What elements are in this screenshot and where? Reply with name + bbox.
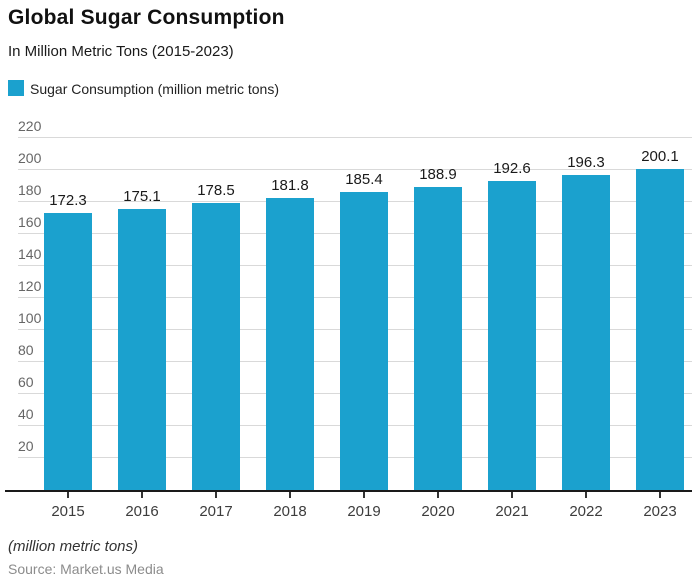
bar[interactable] <box>266 198 314 490</box>
y-axis-tick-label: 20 <box>18 438 34 454</box>
y-axis-tick-label: 40 <box>18 406 34 422</box>
x-axis-tick-label: 2018 <box>273 503 307 520</box>
legend-label: Sugar Consumption (million metric tons) <box>30 81 279 97</box>
x-axis-tick-label: 2016 <box>125 503 159 520</box>
chart-subtitle: In Million Metric Tons (2015-2023) <box>8 43 234 60</box>
bar[interactable] <box>192 203 240 490</box>
y-axis-tick-label: 100 <box>18 310 42 326</box>
bar[interactable] <box>118 208 166 490</box>
bar-value-label: 181.8 <box>271 177 309 195</box>
bar[interactable] <box>44 213 92 490</box>
bar[interactable] <box>562 174 610 490</box>
bar-value-label: 185.4 <box>345 171 383 189</box>
x-axis-tick <box>141 492 143 498</box>
bar-value-label: 172.3 <box>49 192 87 210</box>
x-axis-tick-label: 2015 <box>51 503 85 520</box>
x-axis-tick <box>511 492 513 498</box>
x-axis-tick <box>215 492 217 498</box>
gridline <box>18 169 692 170</box>
y-axis-tick-label: 140 <box>18 246 42 262</box>
y-axis-tick-label: 200 <box>18 150 42 166</box>
y-axis-tick-label: 60 <box>18 374 34 390</box>
x-axis-tick <box>67 492 69 498</box>
bar-value-label: 188.9 <box>419 165 457 183</box>
bar-value-label: 200.1 <box>641 147 679 165</box>
x-axis-tick-label: 2019 <box>347 503 381 520</box>
x-axis-tick <box>289 492 291 498</box>
y-axis-tick-label: 220 <box>18 118 42 134</box>
x-axis-tick-label: 2017 <box>199 503 233 520</box>
gridline <box>18 137 692 138</box>
y-axis-tick-label: 120 <box>18 278 42 294</box>
footer-source: Source: Market.us Media <box>8 561 164 577</box>
footer-unit-note: (million metric tons) <box>8 538 139 555</box>
x-axis-tick <box>363 492 365 498</box>
x-axis-tick <box>659 492 661 498</box>
bar[interactable] <box>414 186 462 490</box>
bar[interactable] <box>340 192 388 490</box>
bar[interactable] <box>488 180 536 490</box>
x-axis-tick-label: 2020 <box>421 503 455 520</box>
y-axis-tick-label: 160 <box>18 214 42 230</box>
bar-value-label: 178.5 <box>197 182 235 200</box>
legend-swatch-icon <box>8 80 24 96</box>
x-axis-line <box>5 490 692 492</box>
chart-title: Global Sugar Consumption <box>8 6 285 29</box>
y-axis-tick-label: 180 <box>18 182 42 198</box>
y-axis-tick-label: 80 <box>18 342 34 358</box>
x-axis-tick-label: 2021 <box>495 503 529 520</box>
x-axis-tick-label: 2023 <box>643 503 677 520</box>
bar-value-label: 192.6 <box>493 159 531 177</box>
bar-value-label: 196.3 <box>567 153 605 171</box>
x-axis-tick <box>437 492 439 498</box>
bar-value-label: 175.1 <box>123 187 161 205</box>
bar[interactable] <box>636 168 684 490</box>
x-axis-tick <box>585 492 587 498</box>
x-axis-tick-label: 2022 <box>569 503 603 520</box>
